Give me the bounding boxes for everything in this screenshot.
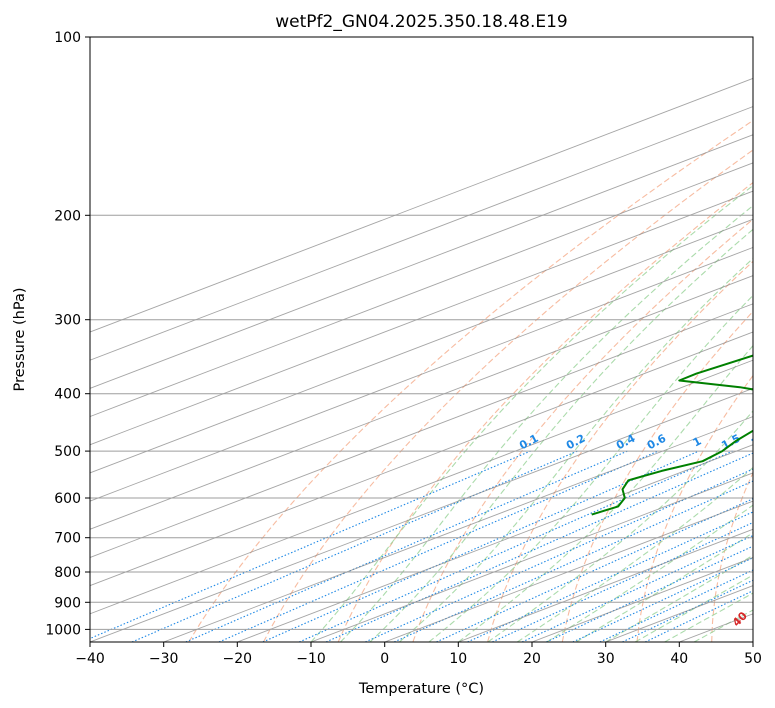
moist-adiabat-line [575,532,753,642]
isotherm-line [90,77,753,333]
x-tick-label: 40 [670,651,688,667]
y-tick-label: 700 [54,531,81,547]
y-tick-label: 200 [54,208,81,224]
x-tick-label: −30 [149,651,179,667]
isotherm-line [384,500,753,642]
x-axis: −40 −30 −20 −10 0 10 20 30 40 50 [75,642,762,667]
moist-adiabat-line [428,294,753,642]
y-tick-label: 600 [54,491,81,507]
y-tick-label: 300 [54,313,81,329]
y-tick-label: 100 [54,30,81,46]
mixing-ratio-line [90,450,531,640]
dry-adiabat-line [561,310,753,642]
isotherm-line [163,416,753,642]
moist-adiabat-line [605,554,753,642]
isotherm-line [90,190,753,446]
x-tick-label: 30 [597,651,615,667]
moist-adiabat-line [399,257,753,642]
moist-adiabat-line [369,228,753,642]
isotherm-line [90,218,753,474]
isotherm-line [90,303,753,558]
y-tick-label: 400 [54,387,81,403]
plot-area: 0.10.20.40.611.52346810131620253036-100-… [90,37,762,642]
mixing-ratio-line [521,534,753,642]
moist-adiabat-line [487,410,753,642]
x-tick-label: 10 [449,651,467,667]
dry-adiabat-line [188,119,753,642]
moist-adiabat-line [340,204,753,642]
dry-adiabat-line [487,260,753,642]
mixing-ratio-line [546,545,753,642]
dewpoint-profile-line [591,354,753,516]
mixing-ratio-line [131,450,578,642]
y-tick-label: 900 [54,595,81,611]
y-axis-label: Pressure (hPa) [12,287,28,391]
dry-adiabat-line [263,149,753,642]
y-tick-label: 1000 [45,622,81,638]
isotherm-grid [90,77,753,642]
isotherm-line [310,472,753,642]
y-tick-label: 500 [54,444,81,460]
moist-adiabat-line [664,592,753,642]
dry-adiabat-line [636,374,753,642]
isotherm-line [90,106,753,361]
x-tick-label: 50 [744,651,762,667]
mixing-ratio-line [298,450,733,642]
moist-adiabat-line [516,466,753,642]
isotherm-line [90,359,753,615]
x-tick-label: −40 [75,651,105,667]
mixing-ratio-line [492,521,753,642]
x-tick-label: −10 [296,651,326,667]
isotherm-line [237,444,753,642]
mixing-ratio-line [365,468,753,642]
mixing-ratio-line [325,452,753,642]
dry-adiabats [188,119,753,642]
isobar-grid [90,37,753,630]
moist-adiabat-line [457,344,753,642]
mixing-ratio-line [185,450,628,642]
isotherm-line [90,275,753,530]
isotherm-line [90,134,753,389]
isotherm-line [458,528,753,642]
y-tick-label: 800 [54,565,81,581]
isotherm-line [90,387,753,642]
x-tick-label: 20 [523,651,541,667]
plot-frame [89,36,754,643]
y-axis: 100 200 300 400 500 600 700 800 900 1000 [45,30,90,638]
sounding-profiles [591,354,753,516]
chart-title: wetPf2_GN04.2025.350.18.48.E19 [275,12,567,32]
isotherm-line [90,331,753,587]
mixing-ratio-line [262,450,700,642]
dry-adiabat-line [337,181,753,642]
x-axis-label: Temperature (°C) [358,681,484,697]
x-tick-label: 0 [380,651,389,667]
mixing-ratio-label: 2 [749,434,762,449]
mixing-ratio-line [436,498,753,642]
isotherm-line [90,246,753,502]
isotherm-line [90,162,753,418]
moist-adiabat-line [634,574,753,642]
moist-adiabats [310,184,753,642]
x-tick-label: −20 [223,651,253,667]
